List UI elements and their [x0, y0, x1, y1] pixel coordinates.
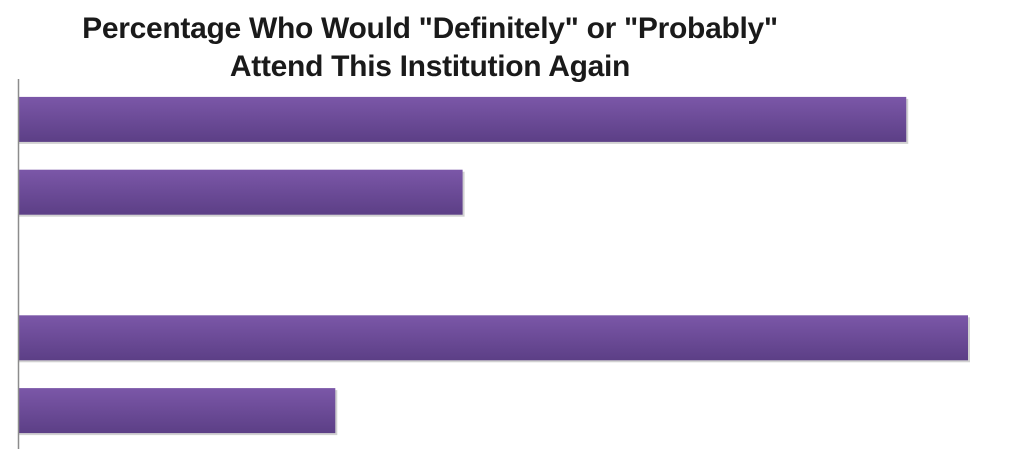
chart-title-line-1: Percentage Who Would "Definitely" or "Pr… [82, 12, 778, 45]
chart-title: Percentage Who Would "Definitely" or "Pr… [0, 10, 860, 86]
bar-series [18, 96, 970, 436]
bar-4 [18, 315, 968, 361]
bar-5 [18, 388, 336, 434]
bar-2 [18, 169, 463, 215]
bar-1 [18, 96, 907, 142]
chart-title-line-2: Attend This Institution Again [229, 50, 631, 83]
